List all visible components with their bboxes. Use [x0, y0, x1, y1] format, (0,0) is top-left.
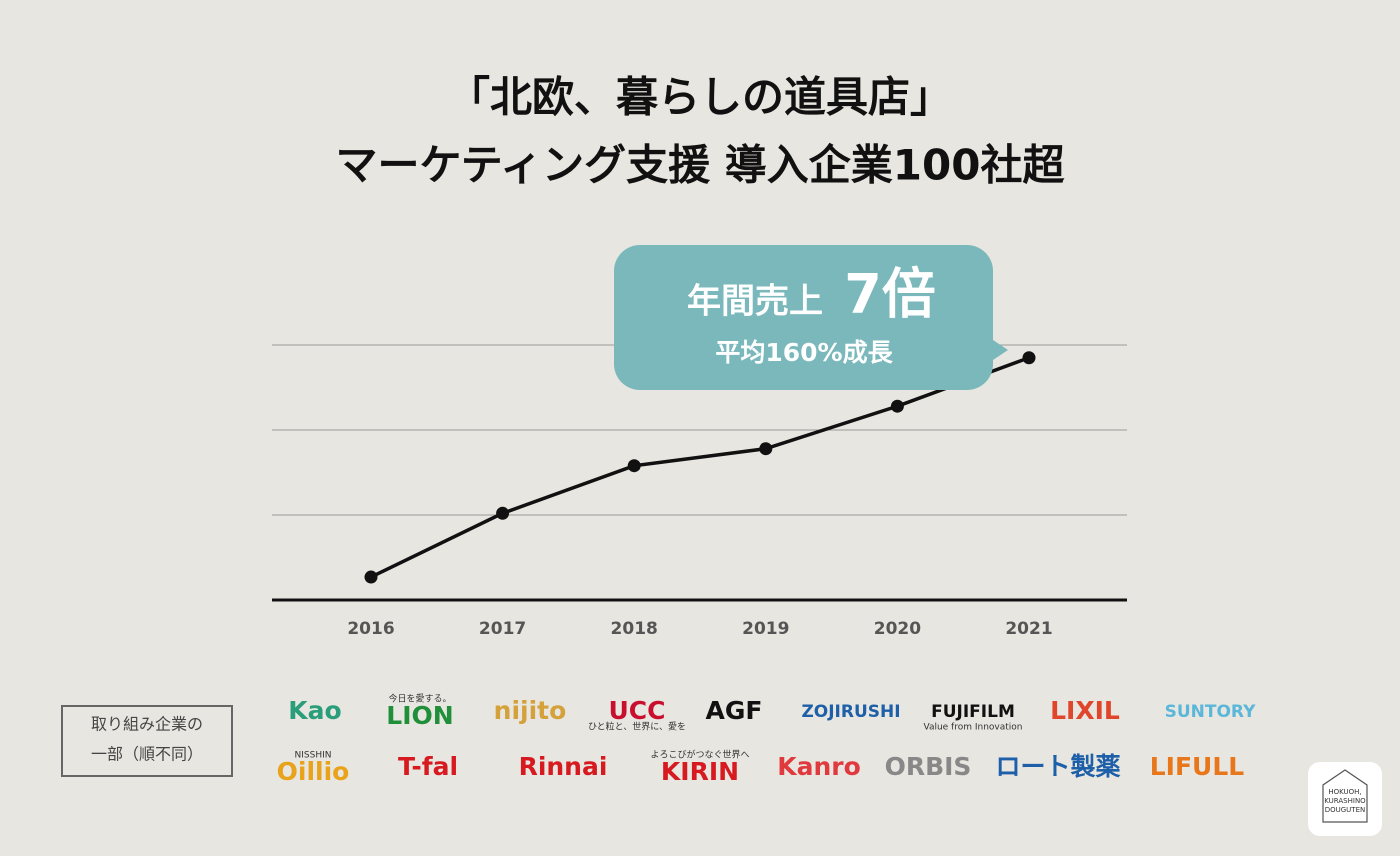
logo: Kao — [288, 696, 341, 725]
point — [627, 459, 641, 473]
logo-sub: 今日を愛する。 — [388, 693, 451, 705]
logo: SUNTORY — [1165, 702, 1256, 722]
title-line: 「北欧、暮らしの道具店」 — [448, 73, 952, 122]
logo-sub: ひと粒と、世界に、愛を — [588, 721, 686, 733]
x-tick-label: 2019 — [742, 619, 789, 639]
logo: nijito — [494, 696, 567, 725]
logo: Oillio — [277, 757, 350, 786]
clients-box — [61, 705, 233, 777]
x-tick-label: 2021 — [1005, 619, 1052, 639]
logo: AGF — [706, 696, 763, 725]
x-tick-label: 2016 — [347, 619, 394, 639]
logo: UCC — [609, 696, 666, 725]
brand-badge: HOKUOH, KURASHINO DOUGUTEN — [1308, 762, 1382, 836]
logo-sub: NISSHIN — [295, 751, 332, 761]
point — [496, 506, 510, 520]
callout-sub: 平均160%成長 — [715, 338, 893, 367]
logo-sub: Value from Innovation — [923, 723, 1022, 733]
logo: Rinnai — [519, 752, 608, 781]
point — [890, 399, 904, 413]
badge-text: HOKUOH, — [1328, 788, 1361, 796]
callout-box — [614, 245, 993, 390]
logo: KIRIN — [661, 757, 739, 786]
point — [1022, 351, 1036, 365]
point — [364, 570, 378, 584]
logo: LION — [386, 701, 453, 730]
x-tick-label: 2018 — [611, 619, 658, 639]
badge-box — [1308, 762, 1382, 836]
logo: ロート製薬 — [995, 752, 1120, 781]
logo: T-fal — [398, 752, 458, 781]
title-line: マーケティング支援 導入企業100社超 — [336, 141, 1066, 190]
callout-pointer — [990, 338, 1008, 362]
logo: LIXIL — [1050, 696, 1120, 725]
logo: ORBIS — [885, 752, 972, 781]
logo: LIFULL — [1150, 752, 1245, 781]
logo: ZOJIRUSHI — [801, 702, 900, 722]
plot: 2016 2017 2018 2019 2020 2021 — [347, 351, 1053, 639]
x-tick-label: 2020 — [874, 619, 921, 639]
callout-label: 年間売上 — [687, 282, 823, 322]
callout: 年間売上 7倍 平均160%成長 — [614, 245, 1008, 390]
clients-label: 取り組み企業の — [91, 715, 203, 734]
logo: FUJIFILM — [931, 702, 1015, 722]
badge-text: KURASHINO — [1324, 797, 1366, 805]
badge-house — [1322, 769, 1368, 823]
logo-sub: よろこびがつなぐ世界へ — [650, 749, 749, 761]
callout-value: 7倍 — [844, 263, 936, 326]
logo: Kanro — [777, 752, 861, 781]
point — [759, 442, 773, 456]
clients-label: 一部（順不同） — [91, 745, 203, 764]
badge-text: DOUGUTEN — [1325, 806, 1366, 814]
x-tick-label: 2017 — [479, 619, 526, 639]
line — [370, 356, 1030, 579]
